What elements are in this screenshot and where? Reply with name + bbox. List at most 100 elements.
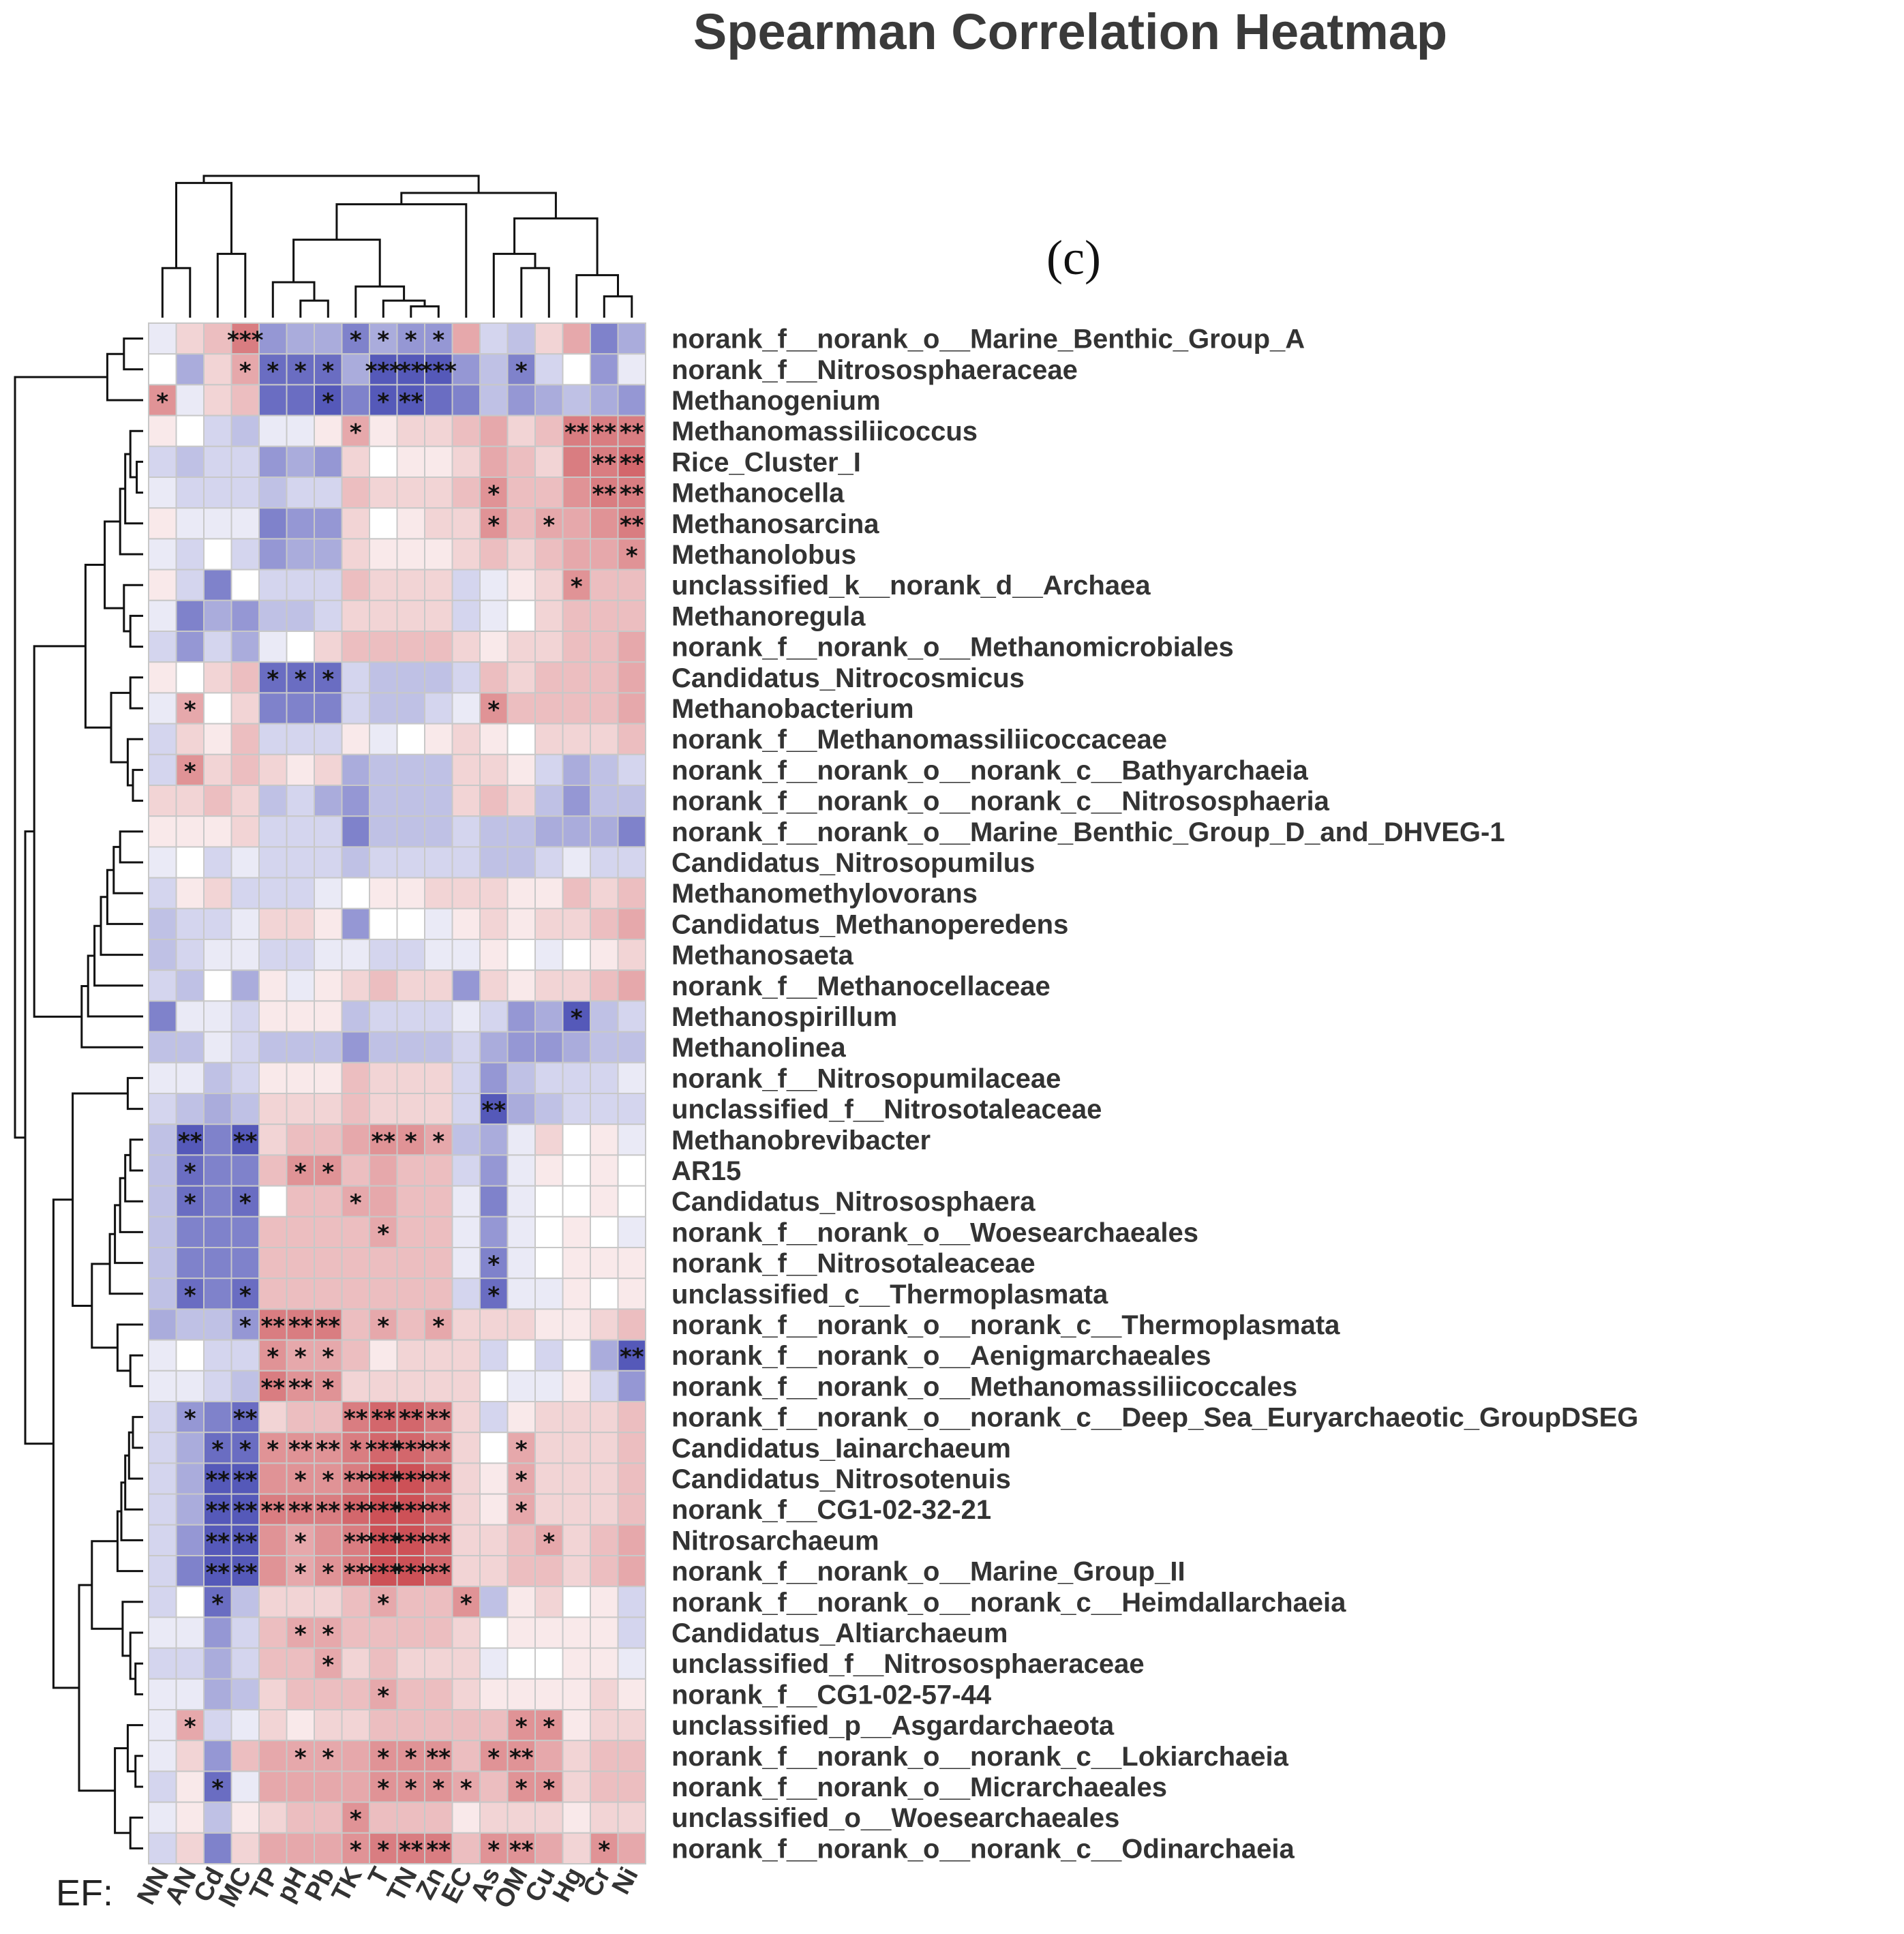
heatmap-cell: [148, 1740, 177, 1772]
heatmap-cell: [258, 569, 288, 601]
heatmap-cell: [617, 1586, 646, 1618]
heatmap-cell: [148, 353, 177, 386]
significance-markers: *** * * * ** * * * ******** ** * * *** ** ** **** *** ** *…: [156, 327, 644, 1864]
dendrogram-branch: [127, 1431, 143, 1480]
heatmap-cell: [203, 692, 232, 725]
significance-marker: **: [206, 1528, 230, 1556]
significance-marker: *: [405, 1775, 417, 1802]
heatmap-cell: [617, 384, 646, 417]
heatmap-cell: [286, 846, 315, 879]
significance-marker: *: [487, 1282, 500, 1310]
heatmap-cell: [341, 1647, 370, 1680]
heatmap-cell: [424, 1247, 453, 1280]
significance-marker: *: [322, 1374, 334, 1402]
heatmap-cell: [258, 353, 288, 386]
heatmap-cell: [424, 1801, 453, 1834]
heatmap-cell: [590, 599, 619, 632]
heatmap-cell: [451, 569, 481, 601]
heatmap-cell: [175, 1462, 205, 1495]
heatmap-cell: [148, 1061, 177, 1095]
heatmap-cell: [314, 1154, 343, 1187]
heatmap-cell: [203, 1647, 232, 1680]
heatmap-cell: [148, 1154, 177, 1187]
heatmap-cell: [286, 1616, 315, 1649]
heatmap-cell: [562, 1278, 591, 1310]
heatmap-cell: [617, 631, 646, 663]
heatmap-cell: [341, 969, 370, 1002]
heatmap-cell: [424, 322, 453, 355]
heatmap-cell: [175, 1586, 205, 1618]
significance-marker: *: [350, 1806, 362, 1833]
heatmap-cell: [314, 1586, 343, 1618]
heatmap-cell: [590, 1832, 619, 1865]
heatmap-cell: [314, 631, 343, 663]
heatmap-cell: [369, 692, 398, 725]
heatmap-cell: [396, 631, 425, 663]
heatmap-cell: [148, 1000, 177, 1033]
heatmap-cell: [590, 1462, 619, 1495]
heatmap-cell: [203, 1832, 232, 1865]
heatmap-cell: [314, 1401, 343, 1434]
heatmap-cell: [479, 538, 509, 571]
heatmap-cell: [507, 445, 536, 478]
column-dendrogram: [161, 175, 633, 318]
heatmap-cell: [314, 1616, 343, 1649]
heatmap-cell: [534, 1555, 564, 1588]
significance-marker: *: [487, 481, 500, 509]
heatmap-cell: [175, 1339, 205, 1372]
heatmap-cell: [534, 1801, 564, 1834]
heatmap-cell: [479, 477, 509, 509]
heatmap-cell: [286, 939, 315, 971]
significance-marker: **: [620, 1344, 644, 1371]
significance-marker: *: [294, 358, 307, 385]
heatmap-cell: [424, 1616, 453, 1649]
heatmap-cell: [562, 538, 591, 571]
heatmap-cell: [617, 569, 646, 601]
heatmap-cell: [396, 507, 425, 540]
heatmap-cell: [479, 599, 509, 632]
heatmap-cell: [396, 1339, 425, 1372]
heatmap-cell: [479, 1801, 509, 1834]
heatmap-cell: [230, 322, 260, 355]
heatmap-cell: [507, 1093, 536, 1125]
heatmap-cell: [258, 1061, 288, 1095]
significance-marker: *: [515, 1498, 528, 1525]
heatmap-cell: [617, 538, 646, 571]
heatmap-cell: [424, 477, 453, 509]
heatmap-cell: [534, 1832, 564, 1865]
heatmap-cell: [369, 445, 398, 478]
significance-marker: **: [399, 1406, 423, 1433]
heatmap-cell: [314, 1770, 343, 1803]
significance-marker: *: [460, 1775, 472, 1802]
heatmap-cell: [203, 969, 232, 1002]
row-label: Methanomassiliicoccus: [671, 417, 978, 447]
significance-marker: **: [427, 1560, 451, 1587]
row-label: norank_f__Methanocellaceae: [671, 971, 1051, 1001]
heatmap-cell: [424, 1832, 453, 1865]
heatmap-cell: [562, 1616, 591, 1649]
heatmap-cell: [534, 599, 564, 632]
heatmap-cell: [258, 877, 288, 909]
heatmap-cell: [258, 1770, 288, 1803]
significance-marker: **: [206, 1498, 230, 1525]
heatmap-cell: [230, 414, 260, 447]
heatmap-cell: [175, 1493, 205, 1526]
heatmap-cell: [617, 414, 646, 447]
heatmap-cell: [617, 753, 646, 787]
heatmap-cell: [424, 1462, 453, 1495]
dendrogram-branch: [134, 1755, 143, 1788]
row-label: Methanosarcina: [671, 509, 879, 539]
heatmap-cell: [341, 1247, 370, 1280]
row-label: unclassified_f__Nitrosotaleaceae: [671, 1095, 1102, 1125]
heatmap-cell: [369, 969, 398, 1002]
heatmap-cell: [451, 1740, 481, 1772]
significance-marker: *: [322, 358, 334, 385]
heatmap-cell: [451, 1339, 481, 1372]
heatmap-cell: [617, 1524, 646, 1557]
heatmap-cell: [424, 1061, 453, 1095]
heatmap-cell: [451, 1832, 481, 1865]
heatmap-cell: [396, 1647, 425, 1680]
significance-marker: **: [344, 1498, 368, 1525]
heatmap-cell: [148, 846, 177, 879]
heatmap-cell: [479, 1432, 509, 1464]
